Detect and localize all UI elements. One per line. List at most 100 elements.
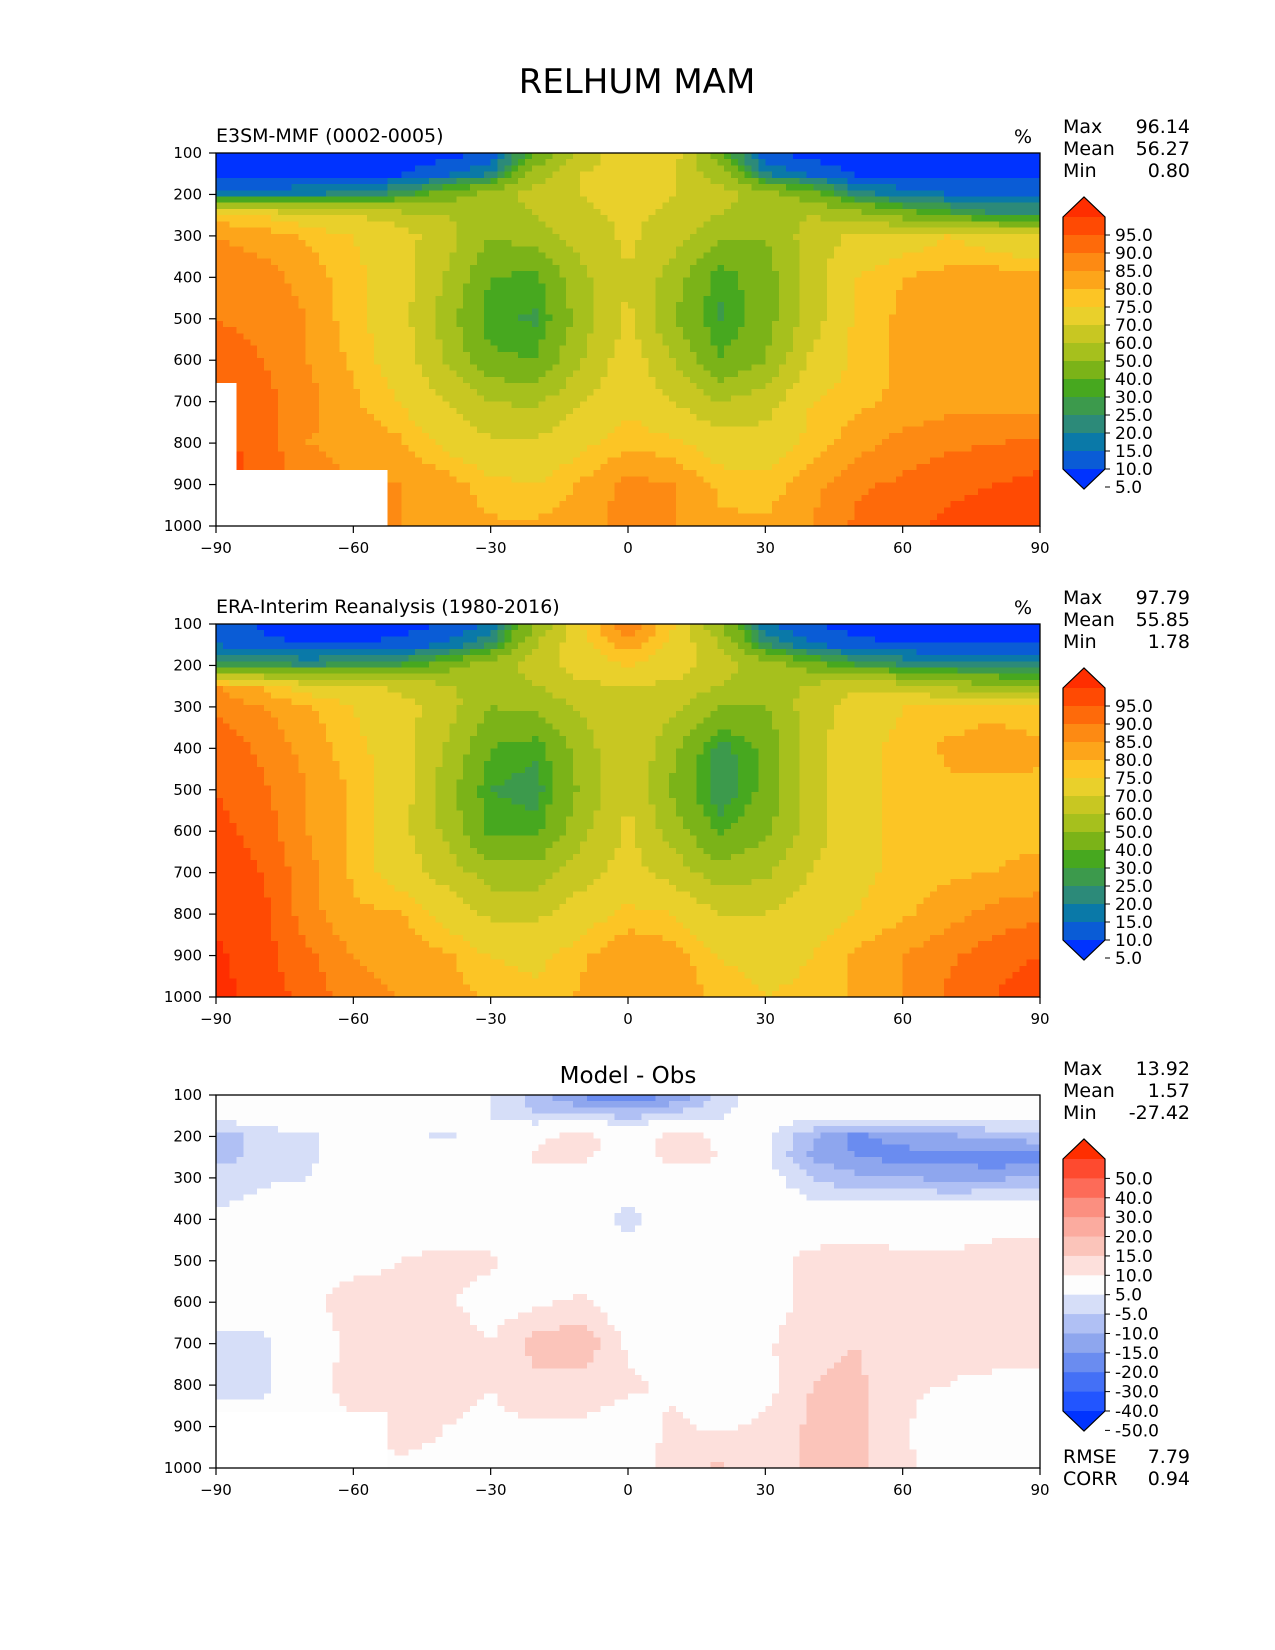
- y-tick-label: 200: [173, 185, 202, 203]
- panel-3: Model - Obs10020030040050060070080090010…: [164, 1058, 1190, 1499]
- colorbar-extend-max: [1063, 668, 1105, 688]
- colorbar-label: 75.0: [1115, 298, 1153, 318]
- colorbar-label: 40.0: [1115, 841, 1153, 861]
- colorbar-swatch: [1063, 1236, 1105, 1257]
- colorbar: 95.090.085.080.075.070.060.050.040.030.0…: [1062, 667, 1153, 969]
- stat-max-label: Max: [1063, 1058, 1102, 1080]
- y-tick-label: 100: [173, 144, 202, 162]
- contour-field: [216, 1095, 1041, 1469]
- colorbar: 50.040.030.020.015.010.05.0-5.0-10.0-15.…: [1062, 1138, 1159, 1441]
- y-tick-label: 900: [173, 476, 202, 494]
- stat-corr-label: CORR: [1063, 1468, 1118, 1490]
- colorbar-swatch: [1063, 1391, 1105, 1412]
- colorbar-swatch: [1063, 1333, 1105, 1354]
- colorbar-label: 80.0: [1115, 280, 1153, 300]
- y-tick-label: 900: [173, 1418, 202, 1436]
- x-tick-label: −60: [338, 1010, 370, 1028]
- colorbar-swatch: [1063, 922, 1105, 941]
- y-tick-label: 1000: [164, 988, 202, 1006]
- colorbar-swatch: [1063, 796, 1105, 815]
- colorbar-swatch: [1063, 814, 1105, 833]
- colorbar-swatch: [1063, 235, 1105, 254]
- units-label: %: [1014, 597, 1032, 619]
- colorbar-swatch: [1063, 343, 1105, 362]
- colorbar-swatch: [1063, 1178, 1105, 1199]
- y-tick-label: 1000: [164, 1459, 202, 1477]
- x-tick-label: 90: [1030, 1010, 1049, 1028]
- y-tick-label: 700: [173, 864, 202, 882]
- colorbar-swatch: [1063, 778, 1105, 797]
- x-tick-label: 0: [623, 1481, 633, 1499]
- x-tick-label: −30: [475, 1481, 507, 1499]
- colorbar-label: 20.0: [1115, 895, 1153, 915]
- stat-mean-label: Mean: [1063, 138, 1115, 160]
- units-label: %: [1014, 126, 1032, 148]
- stat-max-label: Max: [1063, 116, 1102, 138]
- panel-2: ERA-Interim Reanalysis (1980-2016) % 100 20…: [164, 587, 1190, 1028]
- y-tick-label: 800: [173, 905, 202, 923]
- y-tick-label: 600: [173, 822, 202, 840]
- panel-subtitle: ERA-Interim Reanalysis (1980-2016): [216, 596, 560, 618]
- contour-field: [216, 153, 1041, 527]
- stat-max-value: 96.14: [1136, 116, 1190, 138]
- colorbar-label: 10.0: [1115, 1266, 1153, 1286]
- y-tick-label: 600: [173, 351, 202, 369]
- y-tick-label: 100: [173, 1086, 202, 1104]
- y-tick-label: 100: [173, 615, 202, 633]
- panel-subtitle: E3SM-MMF (0002-0005): [216, 125, 444, 147]
- colorbar-label: 95.0: [1115, 697, 1153, 717]
- colorbar-label: 70.0: [1115, 316, 1153, 336]
- colorbar-swatch: [1063, 415, 1105, 434]
- colorbar-label: 5.0: [1115, 949, 1142, 969]
- colorbar-swatch: [1063, 361, 1105, 380]
- x-tick-label: 60: [893, 539, 912, 557]
- colorbar-swatch: [1063, 1275, 1105, 1296]
- y-tick-label: 1000: [164, 517, 202, 535]
- colorbar-swatch: [1063, 1372, 1105, 1393]
- x-tick-label: 0: [623, 1010, 633, 1028]
- colorbar-label: 85.0: [1115, 733, 1153, 753]
- colorbar-extend-min: [1063, 469, 1105, 489]
- colorbar-label: -5.0: [1115, 1305, 1148, 1325]
- x-tick-label: 90: [1030, 539, 1049, 557]
- stat-mean-label: Mean: [1063, 609, 1115, 631]
- y-tick-label: 900: [173, 947, 202, 965]
- x-tick-label: 30: [756, 1010, 775, 1028]
- colorbar-swatch: [1063, 1159, 1105, 1179]
- colorbar-swatch: [1063, 760, 1105, 779]
- x-tick-label: 30: [756, 1481, 775, 1499]
- colorbar-swatch: [1063, 397, 1105, 416]
- colorbar-swatch: [1063, 289, 1105, 308]
- y-tick-label: 400: [173, 739, 202, 757]
- stat-mean-value: 55.85: [1136, 609, 1190, 631]
- colorbar-extend-min: [1063, 1411, 1105, 1431]
- y-tick-label: 800: [173, 1376, 202, 1394]
- y-tick-label: 500: [173, 310, 202, 328]
- colorbar-swatch: [1063, 706, 1105, 725]
- x-tick-label: −60: [338, 1481, 370, 1499]
- colorbar-swatch: [1063, 1294, 1105, 1315]
- colorbar-swatch: [1063, 451, 1105, 470]
- panels: E3SM-MMF (0002-0005) %1002003004005006007…: [164, 116, 1190, 1499]
- y-tick-label: 200: [173, 1127, 202, 1145]
- stat-max-value: 97.79: [1136, 587, 1190, 609]
- stat-mean-value: 1.57: [1148, 1080, 1190, 1102]
- stat-mean-value: 56.27: [1136, 138, 1190, 160]
- x-tick-label: 60: [893, 1481, 912, 1499]
- x-tick-label: −90: [200, 1010, 232, 1028]
- colorbar-label: 95.0: [1115, 226, 1153, 246]
- colorbar-label: 30.0: [1115, 388, 1153, 408]
- colorbar-swatch: [1063, 868, 1105, 887]
- stat-min-value: 1.78: [1148, 631, 1190, 653]
- x-tick-label: 30: [756, 539, 775, 557]
- stat-corr-value: 0.94: [1148, 1468, 1190, 1490]
- colorbar-label: -40.0: [1115, 1402, 1159, 1422]
- y-tick-label: 400: [173, 268, 202, 286]
- contour-field: [216, 624, 1041, 998]
- x-tick-label: −90: [200, 1481, 232, 1499]
- colorbar-label: 50.0: [1115, 823, 1153, 843]
- y-tick-label: 600: [173, 1293, 202, 1311]
- colorbar-label: 90.0: [1115, 244, 1153, 264]
- x-tick-label: −30: [475, 539, 507, 557]
